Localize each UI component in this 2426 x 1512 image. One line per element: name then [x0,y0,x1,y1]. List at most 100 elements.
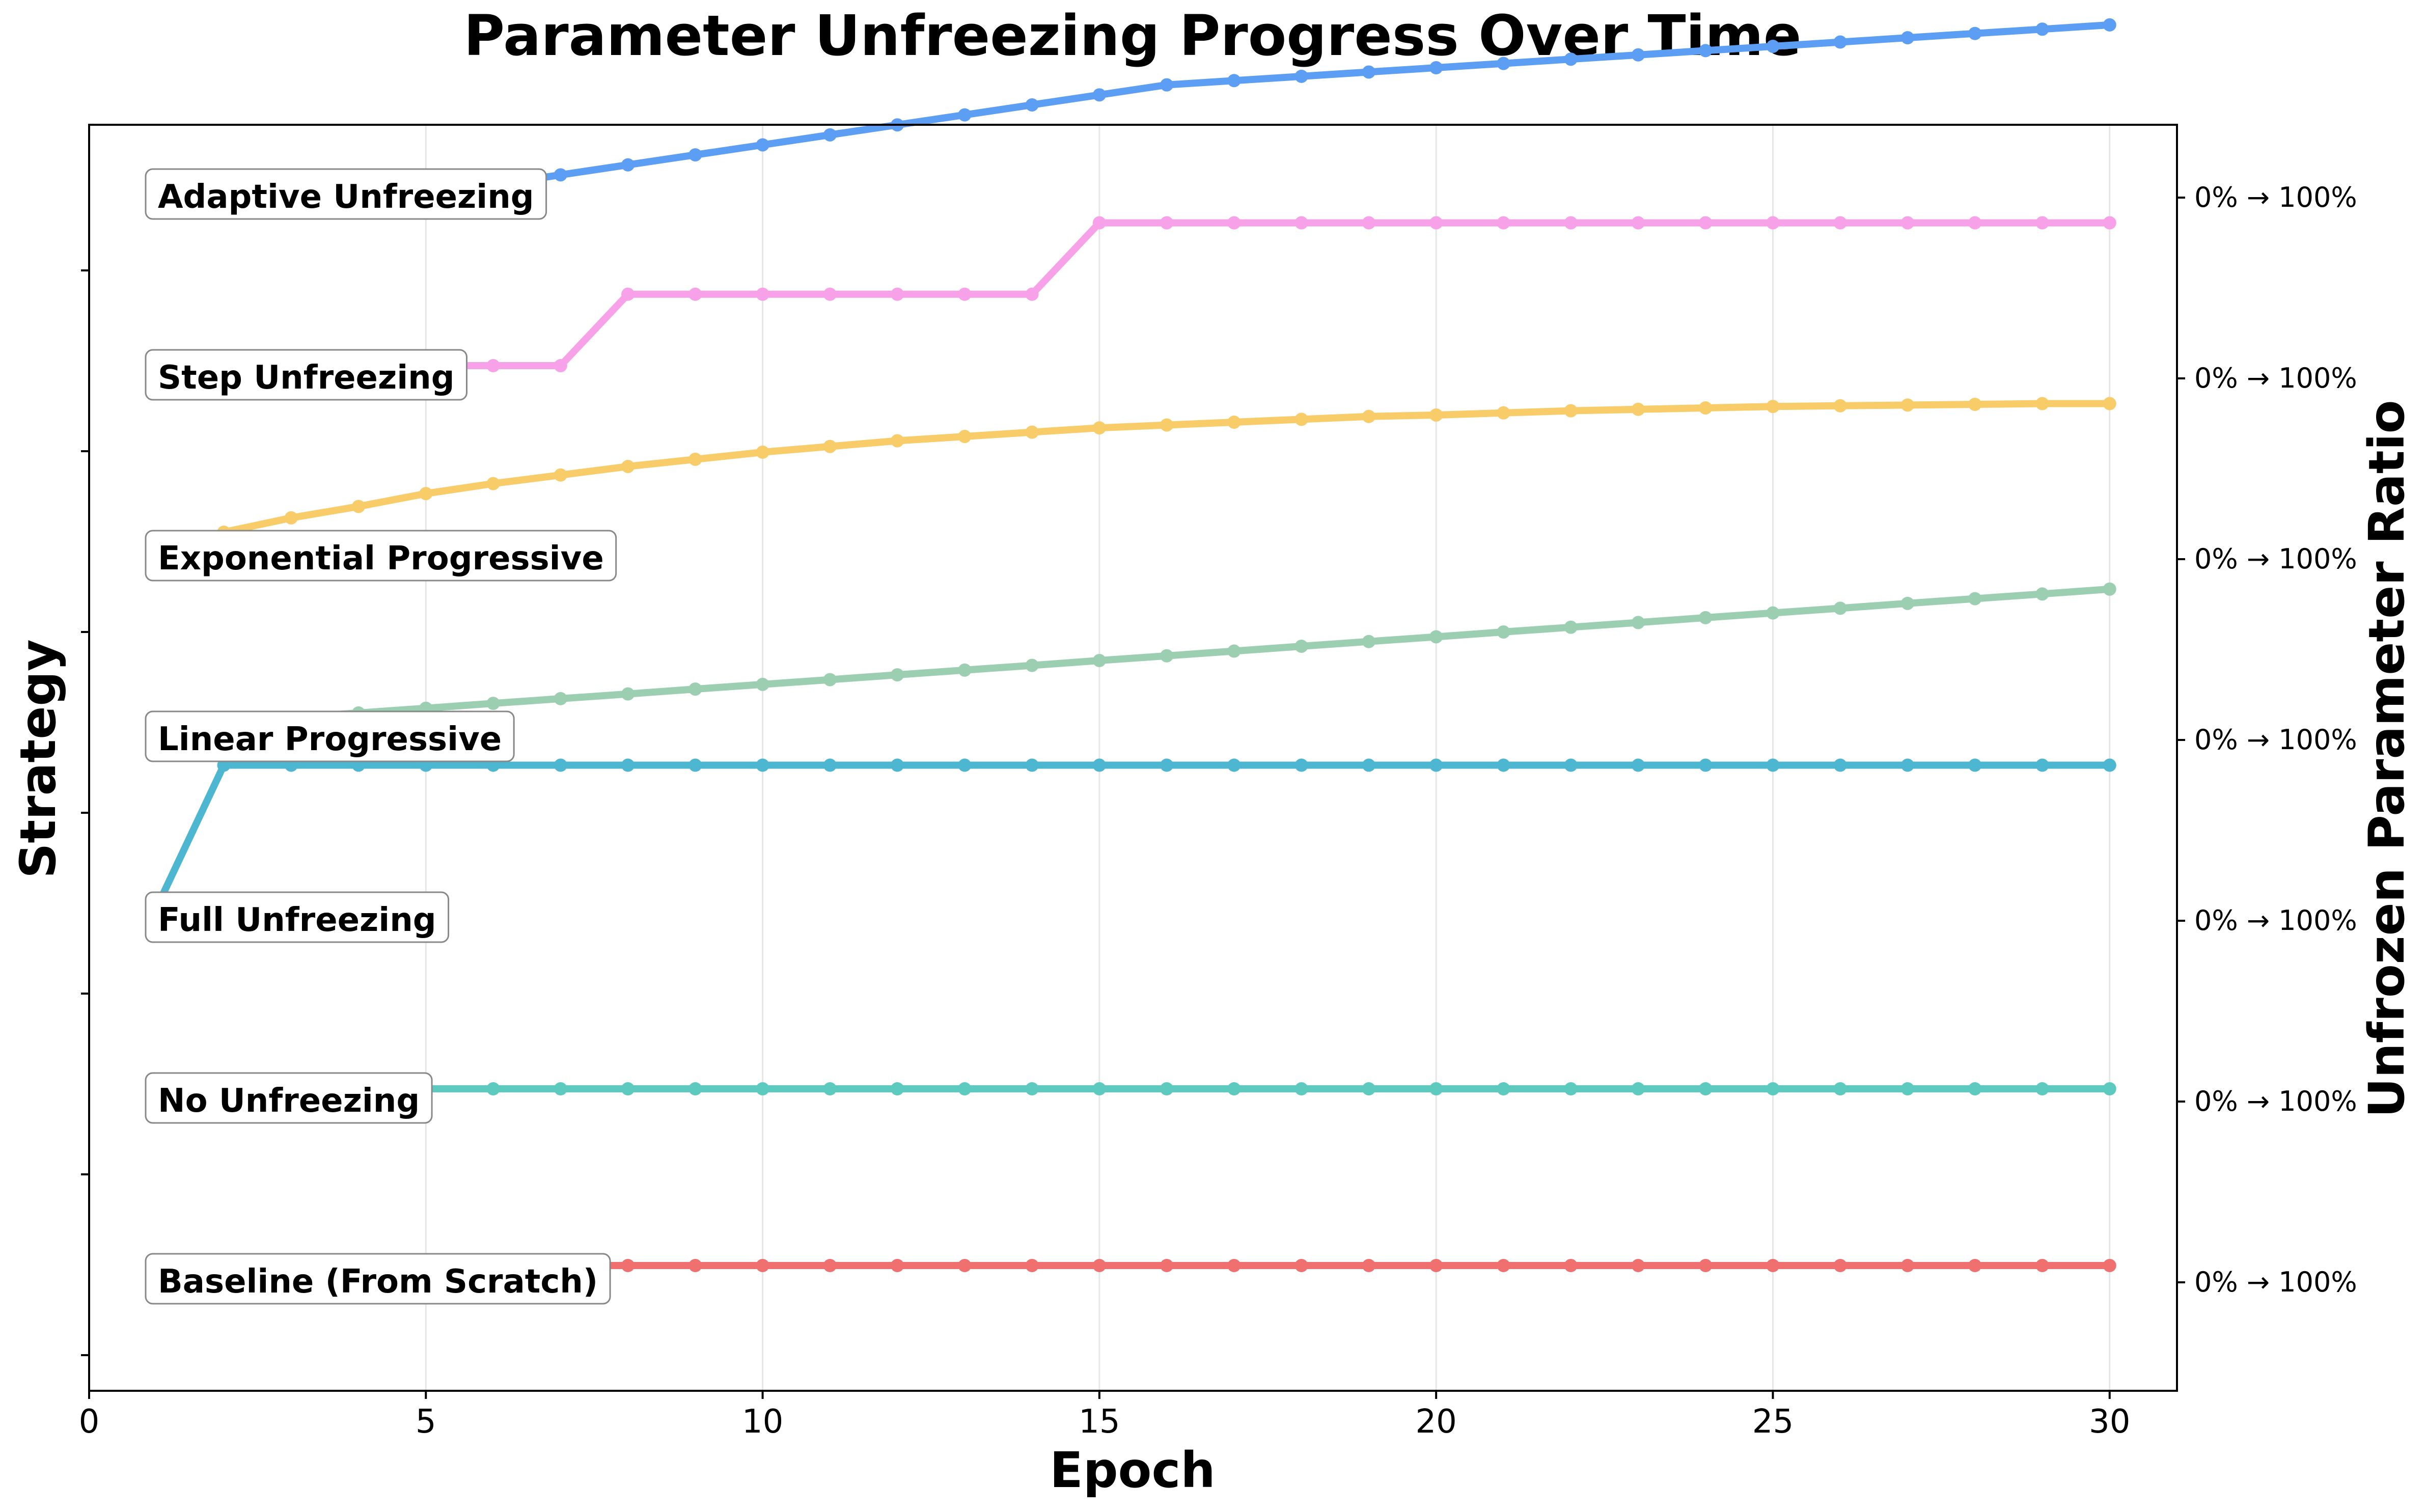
strategy-label-full-unfreezing: Full Unfreezing [145,891,450,943]
data-point [823,1259,837,1272]
data-point [1429,758,1443,772]
data-point [1092,1082,1106,1095]
data-point [1227,644,1241,658]
data-point [2103,397,2116,410]
data-point [1227,74,1241,88]
right-tick-label: 0% → 100% [2194,543,2357,575]
data-point [1025,1082,1039,1095]
data-point [823,758,837,772]
data-point [554,468,567,482]
series-line [153,400,2113,550]
label-box [145,349,467,401]
right-tick-label: 0% → 100% [2194,1085,2357,1117]
right-axis-title: Unfrozen Parameter Ratio [2358,400,2415,1117]
data-point [958,663,972,677]
data-point [1631,48,1645,62]
data-point [1092,421,1106,435]
data-point [688,758,702,772]
data-point [688,148,702,162]
series-layer [150,18,2116,1272]
label-box [145,530,617,582]
data-point [891,1259,904,1272]
data-point [688,452,702,466]
data-point [756,677,769,691]
data-point [621,459,635,473]
data-point [1160,1259,1174,1272]
data-point [823,287,837,301]
data-point [1968,397,1982,411]
data-point [1429,408,1443,422]
data-point [1294,69,1308,83]
strategy-label-baseline-from-scratch: Baseline (From Scratch) [145,1253,611,1305]
data-point [2035,216,2049,230]
data-point [486,1082,500,1095]
data-point [688,682,702,696]
data-point [621,158,635,172]
data-point [1160,649,1174,663]
right-tick-label: 0% → 100% [2194,904,2357,937]
label-text: Step Unfreezing [158,359,455,397]
data-point [1092,216,1106,230]
data-point [1497,758,1510,772]
data-point [891,434,904,448]
data-point [1833,758,1847,772]
data-point [756,287,769,301]
data-point [1429,1259,1443,1272]
data-point [1631,216,1645,230]
data-point [1833,601,1847,615]
data-point [1160,418,1174,432]
data-point [958,430,972,444]
data-point [1766,1259,1780,1272]
series-line [153,219,2113,369]
data-point [2035,587,2049,601]
data-point [2103,1082,2116,1095]
data-point [958,287,972,301]
data-point [2035,758,2049,772]
data-point [1227,1259,1241,1272]
data-point [891,1082,904,1095]
data-point [1631,1259,1645,1272]
label-box [145,168,547,220]
data-point [1025,425,1039,439]
data-point [1160,78,1174,92]
data-point [1900,1082,1914,1095]
data-point [1699,611,1713,624]
data-point [1294,758,1308,772]
data-point [891,668,904,682]
x-tick-label: 0 [79,1403,100,1441]
series-exponential-progressive [150,397,2116,553]
data-point [621,1082,635,1095]
label-box [145,710,515,762]
data-point [1766,758,1780,772]
data-point [891,758,904,772]
data-point [756,1259,769,1272]
data-point [1160,1082,1174,1095]
data-point [1294,413,1308,426]
left-axis-title: Strategy [10,639,67,878]
data-point [621,1259,635,1272]
data-point [1766,606,1780,620]
data-point [2035,22,2049,36]
data-point [1900,596,1914,610]
right-tick-label: 0% → 100% [2194,362,2357,394]
x-axis-ticks: 0 5 10 15 20 25 30 [79,1391,2130,1441]
data-point [958,108,972,122]
data-point [486,697,500,710]
series-line [153,585,2113,731]
data-point [958,758,972,772]
x-gridlines [425,125,2111,1391]
label-box [145,891,450,943]
data-point [2035,1259,2049,1272]
data-point [284,511,298,525]
data-point [1362,216,1375,230]
data-point [1564,1259,1578,1272]
x-tick-label: 25 [1752,1403,1794,1441]
data-point [1968,26,1982,40]
data-point [1497,57,1510,70]
data-point [1025,1259,1039,1272]
data-point [1160,216,1174,230]
right-tick-label: 0% → 100% [2194,1266,2357,1298]
data-point [1699,216,1713,230]
data-point [1968,1259,1982,1272]
